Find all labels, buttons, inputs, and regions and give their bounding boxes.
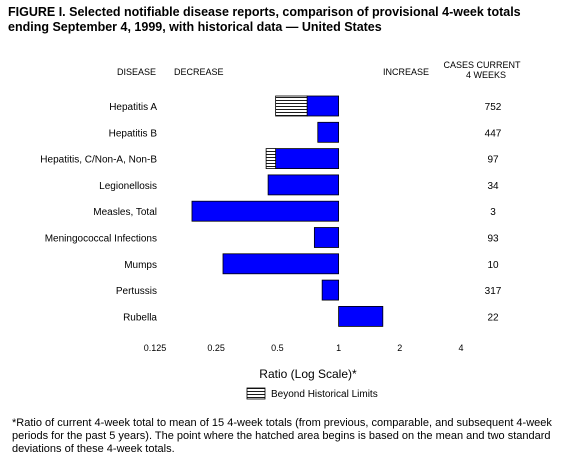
disease-label-legionellosis: Legionellosis — [99, 181, 157, 192]
bar-rubella — [338, 305, 384, 327]
disease-label-hepatitis-b: Hepatitis B — [109, 128, 158, 139]
cases-value-pertussis: 317 — [485, 286, 502, 297]
x-axis-label: Ratio (Log Scale)* — [259, 367, 357, 381]
bar-meningococcal-infections — [313, 227, 340, 248]
footnote: *Ratio of current 4-week total to mean o… — [12, 417, 552, 455]
x-tick-label: 2 — [397, 343, 402, 353]
bar-hatch-hepatitis-c-non-a-non-b — [265, 148, 277, 170]
bar-mumps — [222, 253, 339, 275]
cases-value-rubella: 22 — [487, 312, 499, 323]
x-tick-label: 1 — [336, 343, 341, 353]
x-tick-label: 0.125 — [144, 343, 167, 353]
bar-hepatitis-a — [306, 95, 340, 117]
figure-title: FIGURE I. Selected notifiable disease re… — [8, 5, 521, 34]
header-increase: INCREASE — [383, 67, 429, 77]
x-tick-label: 0.25 — [207, 343, 225, 353]
cases-value-legionellosis: 34 — [487, 181, 499, 192]
header-decrease: DECREASE — [174, 67, 224, 77]
cases-value-hepatitis-b: 447 — [485, 128, 502, 139]
legend-hatch-swatch — [246, 387, 266, 400]
disease-label-meningococcal-infections: Meningococcal Infections — [45, 234, 157, 245]
bar-pertussis — [321, 279, 339, 301]
disease-label-measles-total: Measles, Total — [93, 207, 157, 218]
bar-hepatitis-b — [317, 121, 340, 143]
disease-label-pertussis: Pertussis — [116, 286, 157, 297]
cases-value-measles-total: 3 — [490, 207, 496, 218]
bar-hepatitis-c-non-a-non-b — [275, 148, 339, 170]
disease-label-rubella: Rubella — [123, 312, 157, 323]
disease-label-hepatitis-c-non-a-non-b: Hepatitis, C/Non-A, Non-B — [40, 155, 157, 166]
header-disease: DISEASE — [117, 67, 156, 77]
header-cases-line2: 4 WEEKS — [466, 70, 506, 80]
cases-value-hepatitis-c-non-a-non-b: 97 — [487, 155, 499, 166]
legend-label: Beyond Historical Limits — [271, 389, 378, 400]
bar-measles-total — [191, 200, 339, 222]
disease-label-hepatitis-a: Hepatitis A — [109, 102, 157, 113]
cases-value-meningococcal-infections: 93 — [487, 234, 499, 245]
cases-value-mumps: 10 — [487, 260, 499, 271]
bar-legionellosis — [267, 174, 339, 196]
disease-label-mumps: Mumps — [124, 260, 157, 271]
header-cases-line1: CASES CURRENT — [443, 60, 521, 70]
x-tick-label: 4 — [458, 343, 463, 353]
cases-value-hepatitis-a: 752 — [485, 102, 502, 113]
x-tick-label: 0.5 — [271, 343, 284, 353]
bar-hatch-hepatitis-a — [275, 95, 308, 117]
